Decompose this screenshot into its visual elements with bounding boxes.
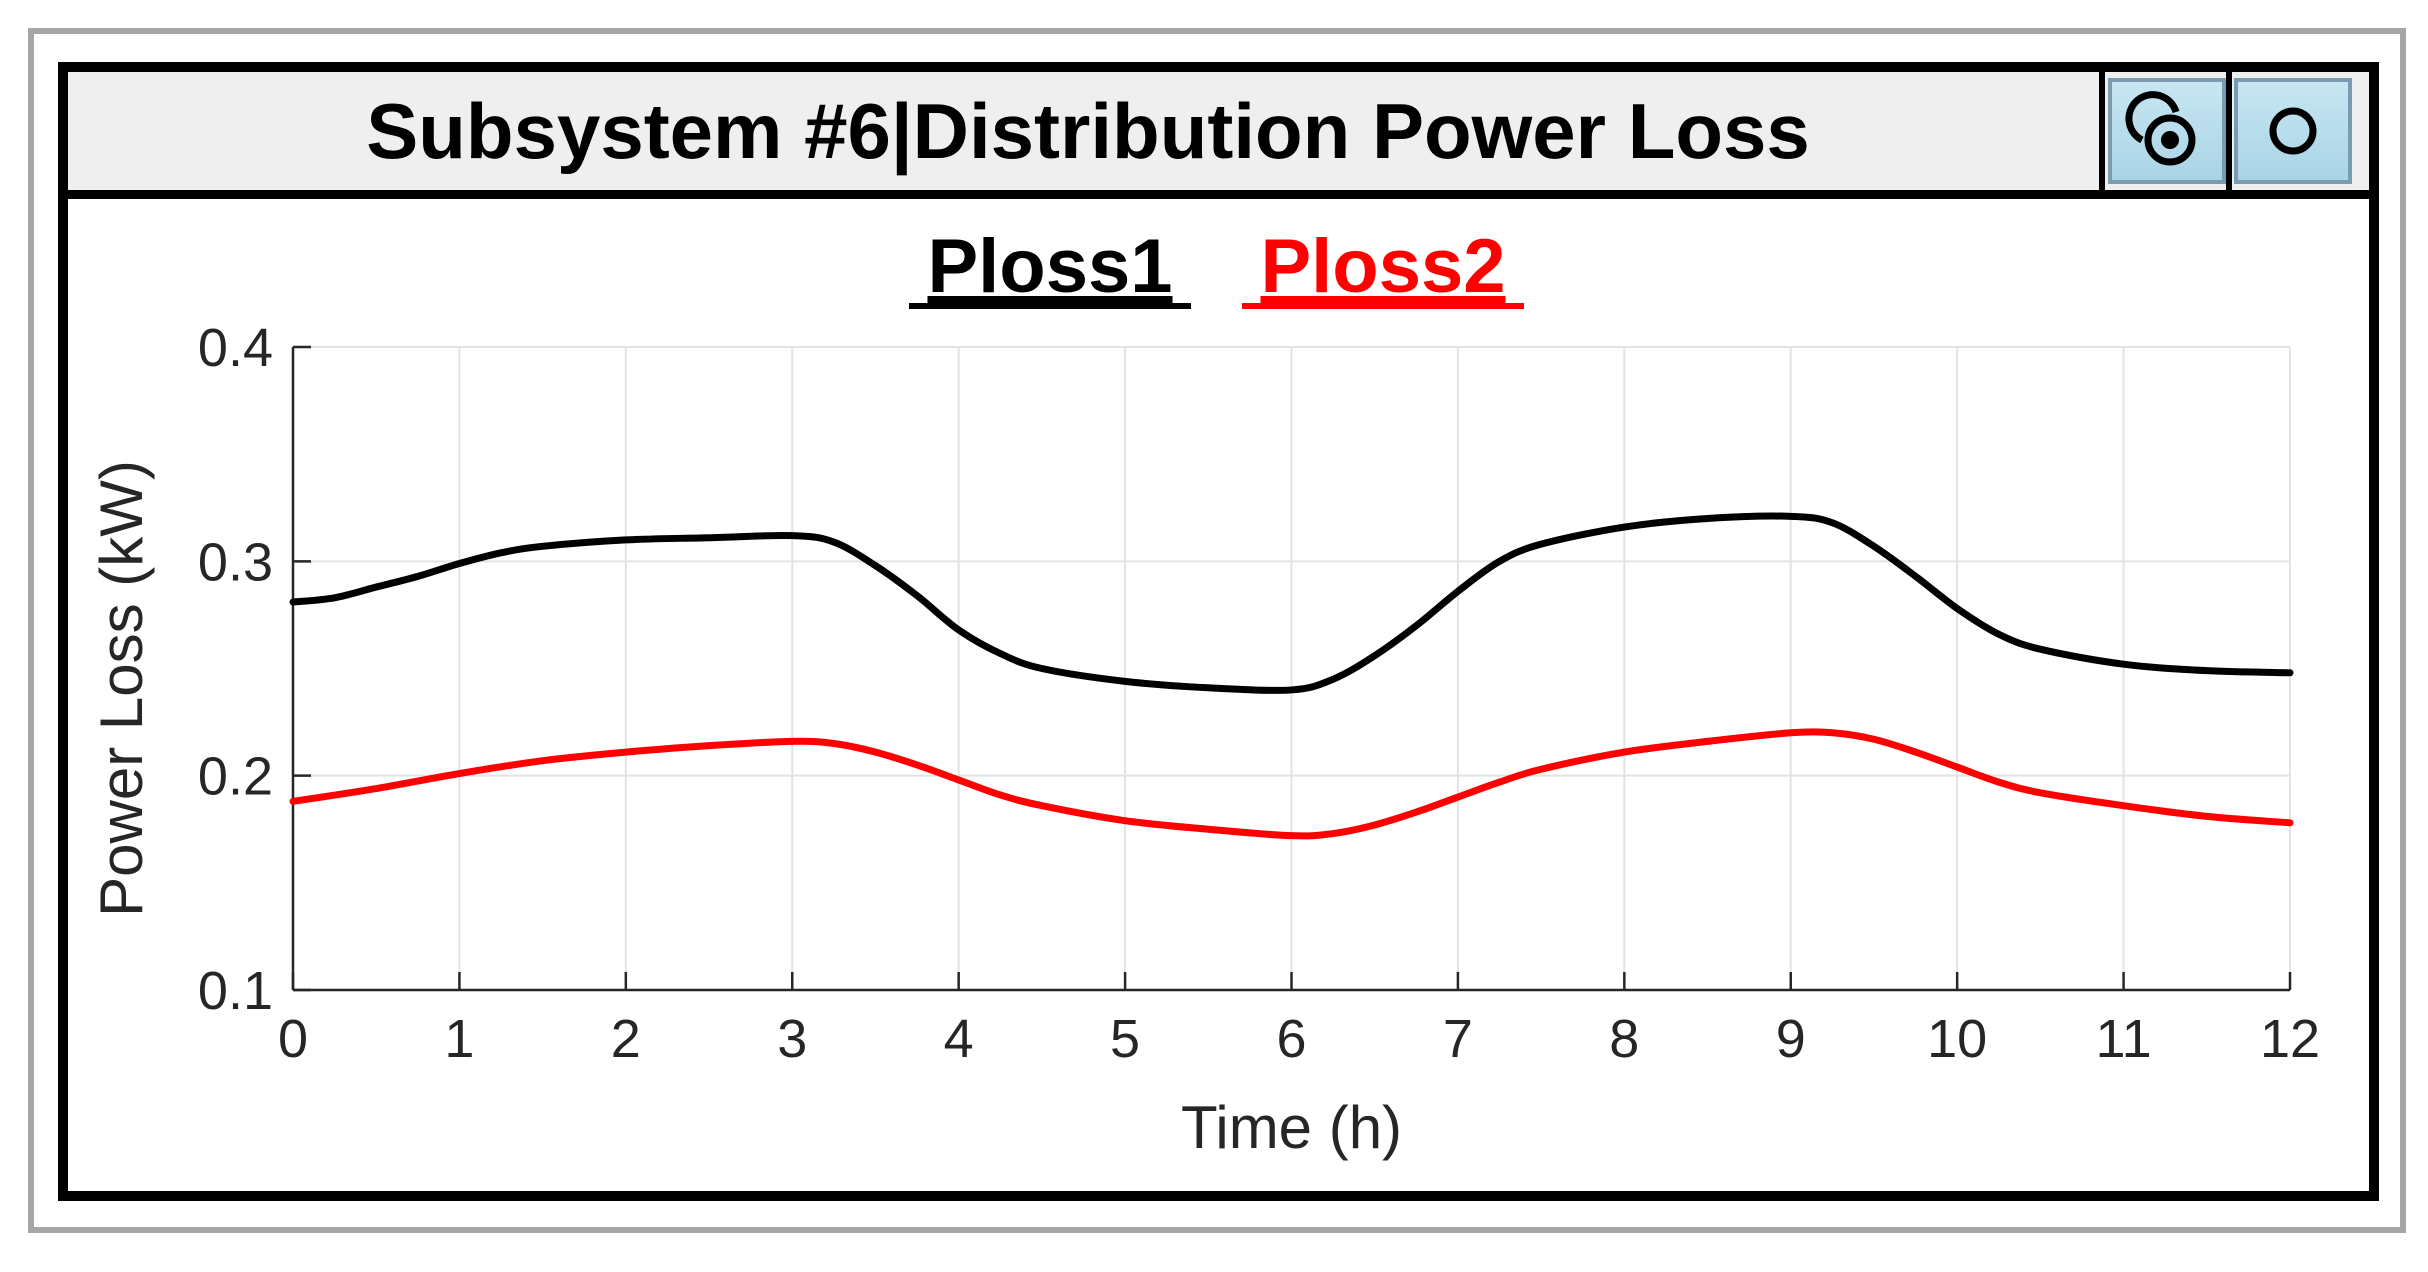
y-axis-label: Power Loss (kW) — [88, 460, 155, 917]
legend-entry-ploss2: Ploss2 — [1260, 224, 1505, 309]
circle-icon — [2269, 107, 2317, 155]
subsystem-panel: Subsystem #6|Distribution Power Loss — [58, 62, 2379, 1201]
x-tick-label: 0 — [278, 1009, 308, 1069]
title-bar-divider — [2226, 72, 2232, 190]
x-tick-label: 6 — [1276, 1009, 1306, 1069]
x-tick-label: 3 — [777, 1009, 807, 1069]
y-tick-label: 0.3 — [198, 532, 273, 592]
record-button[interactable] — [2234, 78, 2352, 184]
y-tick-label: 0.4 — [198, 318, 273, 378]
title-bar-divider — [2099, 72, 2105, 190]
pin-target-icon — [2125, 91, 2196, 166]
x-tick-label: 12 — [2260, 1009, 2320, 1069]
series-line-ploss2 — [289, 728, 2294, 840]
x-tick-label: 2 — [611, 1009, 641, 1069]
x-tick-label: 5 — [1110, 1009, 1140, 1069]
y-tick-label: 0.1 — [198, 961, 273, 1021]
x-tick-label: 1 — [444, 1009, 474, 1069]
x-tick-label: 9 — [1776, 1009, 1806, 1069]
x-tick-label: 8 — [1609, 1009, 1639, 1069]
x-axis-label: Time (h) — [1181, 1094, 1402, 1161]
x-tick-label: 4 — [944, 1009, 974, 1069]
x-tick-label: 11 — [2096, 1009, 2152, 1069]
x-tick-label: 10 — [1927, 1009, 1987, 1069]
y-tick-label: 0.2 — [198, 747, 273, 807]
series-line-ploss1 — [289, 512, 2294, 694]
title-bar: Subsystem #6|Distribution Power Loss — [68, 72, 2369, 199]
legend-entry-ploss1: Ploss1 — [927, 224, 1172, 309]
x-tick-label: 7 — [1443, 1009, 1473, 1069]
pin-button[interactable] — [2108, 78, 2226, 184]
window-title: Subsystem #6|Distribution Power Loss — [366, 87, 1810, 175]
